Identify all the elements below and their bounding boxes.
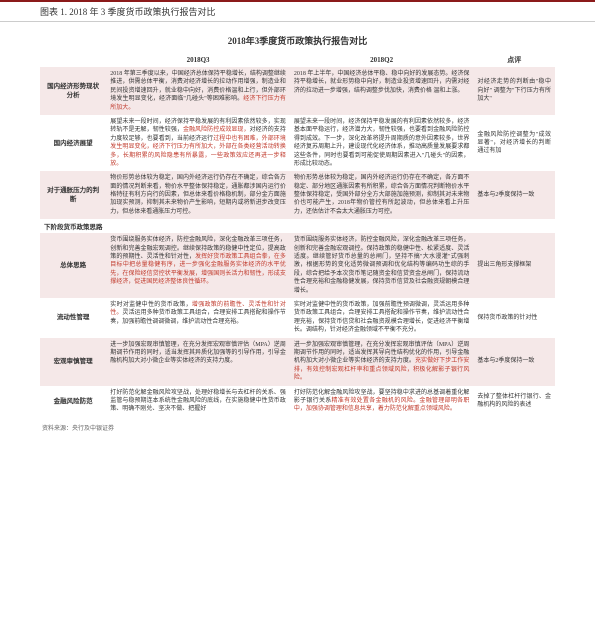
table-row: 流动性管理 实时对监健中性的货币政策，增强政策的前瞻性、灵活性和针对性。灵活运用… (40, 298, 555, 338)
cell-q3: 物价形势总体较为稳定，国内外经济运行仍存在不确定，综合各方面的情况判断来看，物价… (106, 171, 290, 219)
table-row: 宏观审慎管理 进一步加强宏观审慎管理，在充分发挥宏观审慎评估（MPA）逆周期调节… (40, 338, 555, 386)
cell-q2: 2018 年上半年，中国经济总体平稳、稳中向好的发展态势。经济保持平稳增长，就业… (290, 67, 474, 115)
cell-q3: 实时对监健中性的货币政策，增强政策的前瞻性、灵活性和针对性。灵活运用多种货币政策… (106, 298, 290, 338)
row-label: 国内经济展望 (40, 115, 106, 171)
table-row: 总体思路 货币围绕服务实体经济，防控金融风险，深化金融改革三项任务，创新和完善金… (40, 233, 555, 298)
figure-header: 图表 1. 2018 年 3 季度货币政策执行报告对比 (0, 0, 595, 22)
col-header-q2: 2018Q2 (290, 53, 474, 67)
cell-comment: 提出三角形支撑框架 (473, 233, 555, 298)
cell-q3: 货币围绕服务实体经济，防控金融风险，深化金融改革三项任务，创新和完善金融宏观调控… (106, 233, 290, 298)
cell-q3: 展望未来一段时间，经济保持平稳发展的有利因素依然较多，实现转轨不是无解，韧性较强… (106, 115, 290, 171)
cell-comment: 去掉了整体杠杆行银行、金融机构的风险的表述 (473, 386, 555, 417)
row-label: 流动性管理 (40, 298, 106, 338)
cell-q2: 展望未来一段时间，经济保持平稳发展的有利因素依然较多，经济基本面平稳运行，经济潜… (290, 115, 474, 171)
col-header-comment: 点评 (473, 53, 555, 67)
content-area: 2018年3季度货币政策执行报告对比 2018Q3 2018Q2 点评 国内经济… (0, 22, 595, 440)
cell-comment: 保持货币政策的针对性 (473, 298, 555, 338)
row-label: 金融风险防范 (40, 386, 106, 417)
cell-q3: 打好防范化解金融风险攻坚战，处理好稳增长与去杠杆的关系、强监管与稳预期连本系统性… (106, 386, 290, 417)
cell-q2: 进一步加强宏观审慎管理，在充分发挥宏观审慎评估（MPA）逆周期调节作用的同时，适… (290, 338, 474, 386)
table-row: 对于通胀压力的判断 物价形势总体较为稳定，国内外经济运行仍存在不确定，综合各方面… (40, 171, 555, 219)
cell-q3: 2018 年第三季度以来，中国经济总体保持平稳增长，结构调整继续推进，供需总体平… (106, 67, 290, 115)
row-label: 国内经济形势现状分析 (40, 67, 106, 115)
cell-q2: 货币围绕服务实体经济，防控金融风险，深化金融改革三项任务，创新和完善金融宏观调控… (290, 233, 474, 298)
row-label: 宏观审慎管理 (40, 338, 106, 386)
report-title: 2018年3季度货币政策执行报告对比 (40, 34, 555, 47)
cell-comment: 基本与2季度保持一致 (473, 171, 555, 219)
cell-q2: 打好防范化解金融风险攻坚战，要坚持稳中求进的总基调着重化解影子银行关系精准有效处… (290, 386, 474, 417)
comparison-table-2: 总体思路 货币围绕服务实体经济，防控金融风险，深化金融改革三项任务，创新和完善金… (40, 233, 555, 416)
cell-comment: 对经济走势的判断由"稳中向好" 调整为"下行压力有所加大" (473, 67, 555, 115)
col-header-q3: 2018Q3 (106, 53, 290, 67)
col-header-label (40, 53, 106, 67)
comparison-table: 2018Q3 2018Q2 点评 国内经济形势现状分析 2018 年第三季度以来… (40, 53, 555, 219)
cell-q2: 物价形势总体较为稳定，国内外经济运行仍存在不确定，各方面不稳定、部分地区通胀因素… (290, 171, 474, 219)
cell-comment: 基本与2季度保持一致 (473, 338, 555, 386)
row-label: 对于通胀压力的判断 (40, 171, 106, 219)
table-row: 国内经济形势现状分析 2018 年第三季度以来，中国经济总体保持平稳增长，结构调… (40, 67, 555, 115)
cell-q3: 进一步加强宏观审慎管理，在充分发挥宏观审慎评估（MPA）逆周期调节作用的同时，适… (106, 338, 290, 386)
table-row: 金融风险防范 打好防范化解金融风险攻坚战，处理好稳增长与去杠杆的关系、强监管与稳… (40, 386, 555, 417)
row-label: 总体思路 (40, 233, 106, 298)
cell-q2: 实时对监健中性的货币政策，加强前瞻性预调微调，灵活运用多种货币政策工具组合，合理… (290, 298, 474, 338)
data-source: 资料来源：央行及中银证券 (40, 423, 555, 432)
subsection-header: 下阶段货币政策思路 (40, 219, 555, 233)
table-row: 国内经济展望 展望未来一段时间，经济保持平稳发展的有利因素依然较多，实现转轨不是… (40, 115, 555, 171)
cell-comment: 金融风险防控调整为"成效显著"，对经济增长的判断通过有加 (473, 115, 555, 171)
